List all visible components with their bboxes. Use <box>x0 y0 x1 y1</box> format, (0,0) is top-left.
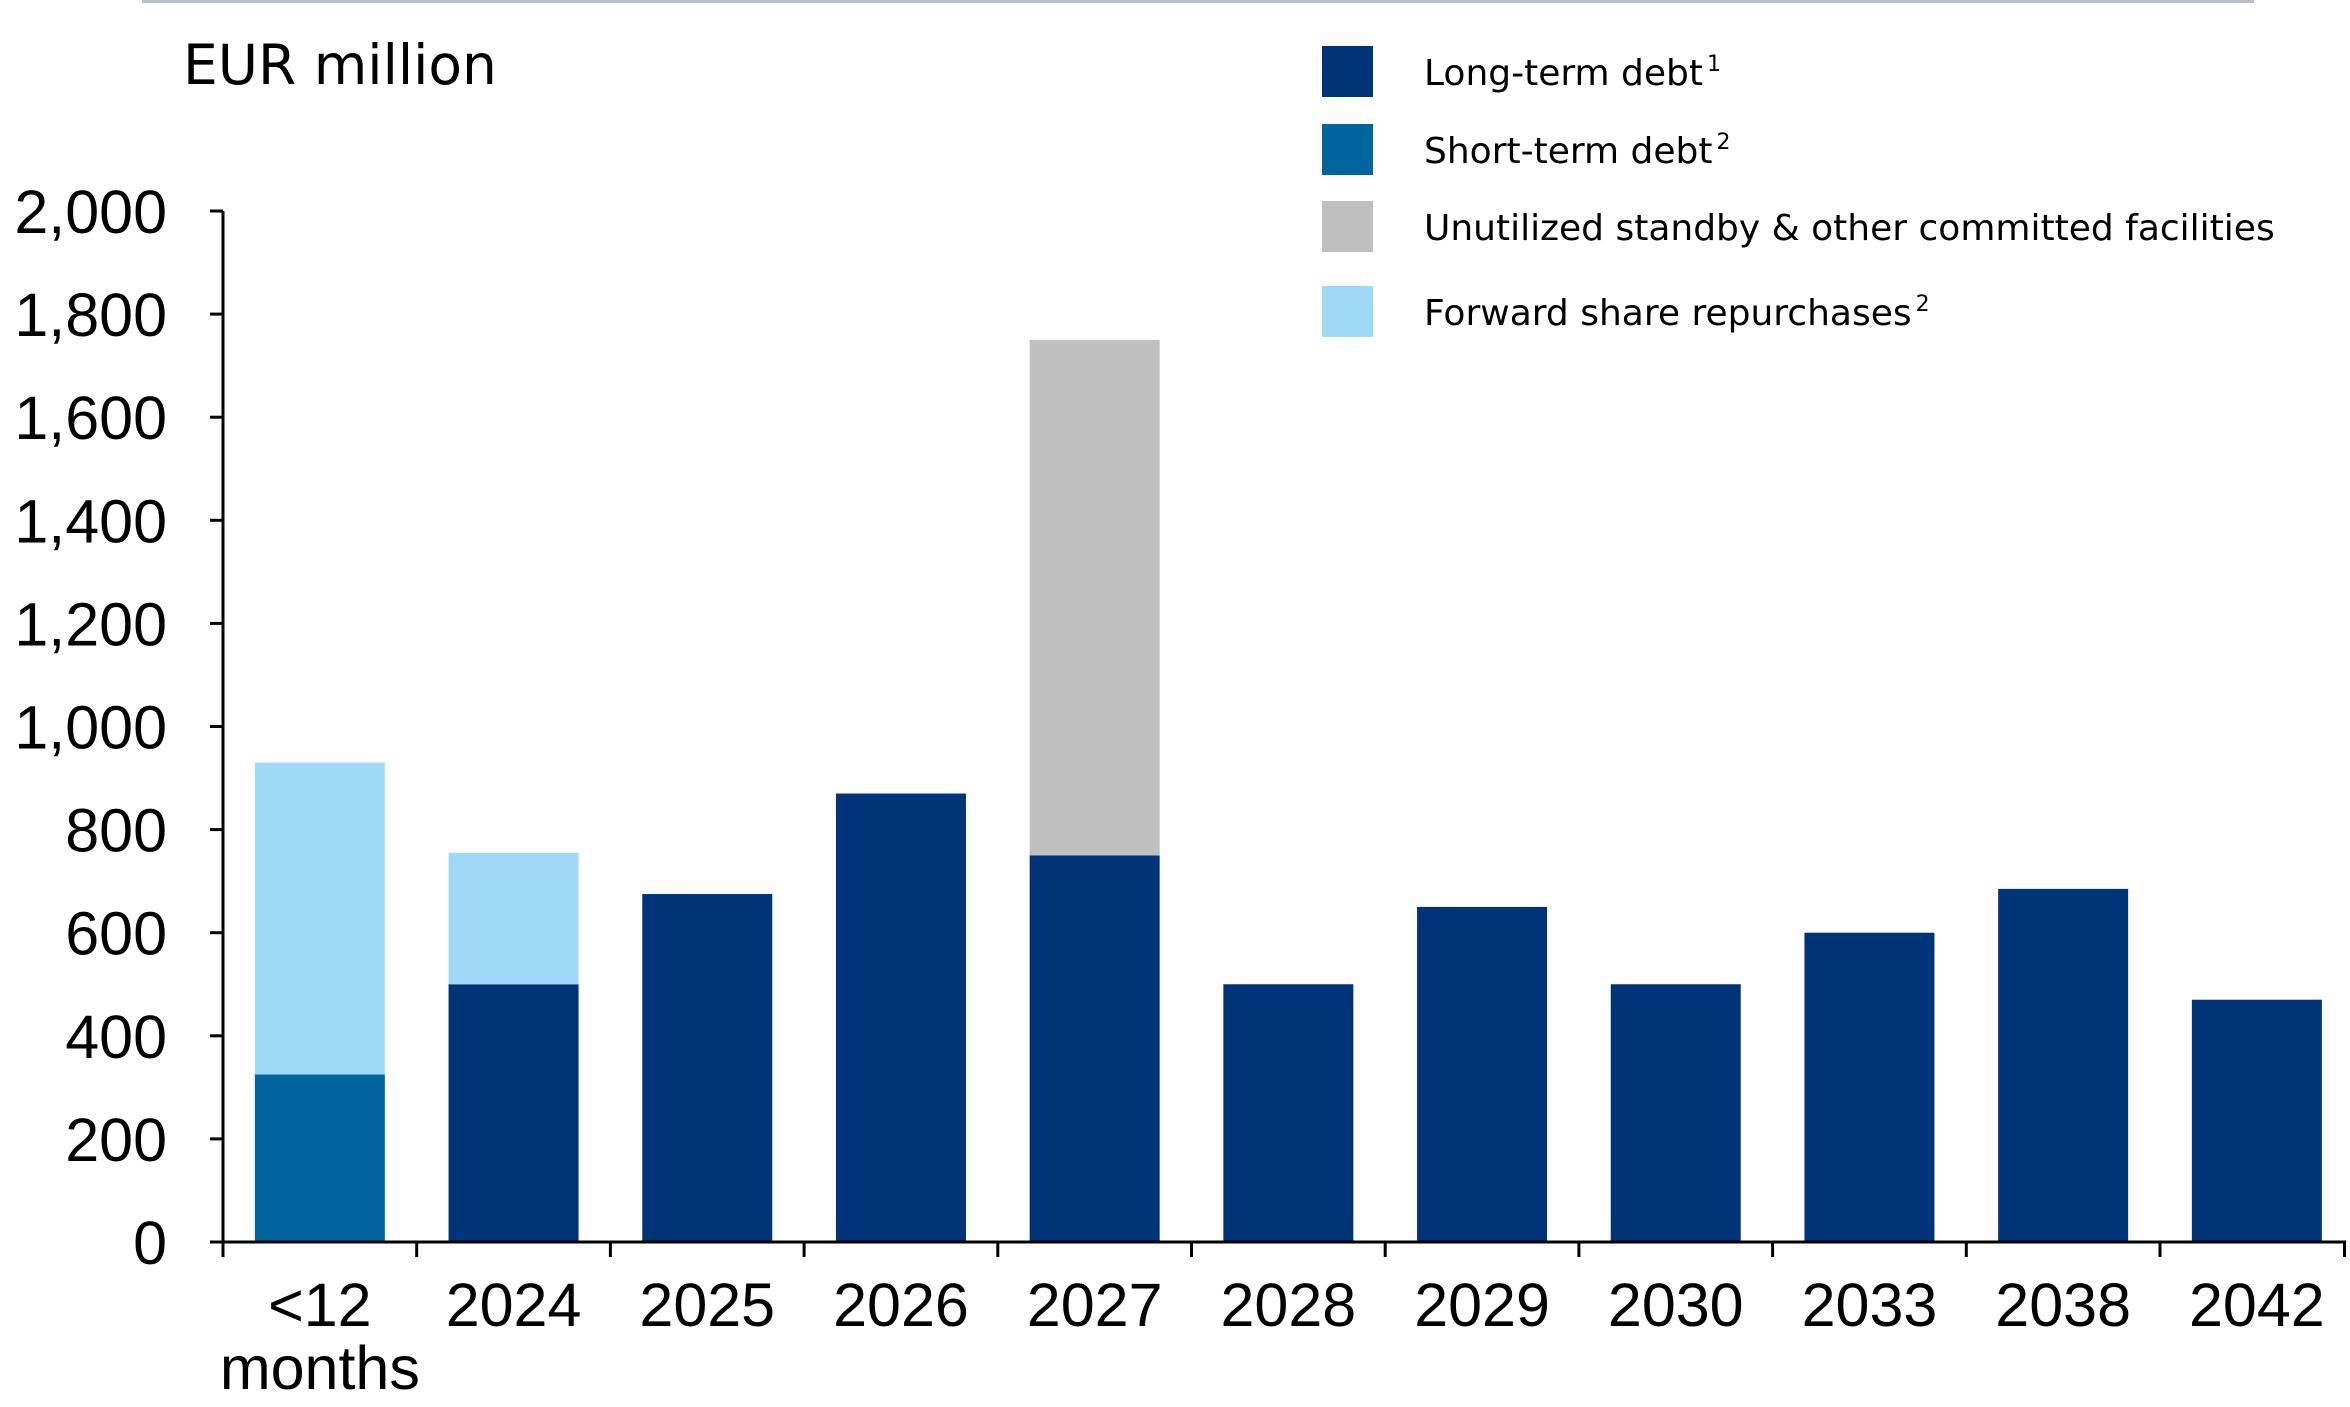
legend-swatch-forward-share-repurchases <box>1322 286 1373 337</box>
y-tick-label: 1,800 <box>14 281 167 349</box>
legend-label-forward-share-repurchases: Forward share repurchases 2 <box>1424 292 1930 334</box>
y-axis: 0 200 400 600 800 1,000 1,200 1,400 1,600 1,800 2,… <box>14 178 225 1277</box>
legend-swatch-long-term-debt <box>1322 46 1373 97</box>
bar-long-term-debt-2042 <box>2191 999 2322 1242</box>
x-tick-label: 2027 <box>1027 1271 1163 1339</box>
unit-label: EUR million <box>183 33 497 97</box>
bar-unutilized-standby-other-committed-facilities-2027 <box>1029 339 1160 856</box>
x-tick-label: 2038 <box>1995 1271 2131 1339</box>
bar-long-term-debt-2026 <box>835 793 966 1242</box>
legend-label-long-term-debt: Long-term debt 1 <box>1424 52 1721 94</box>
x-tick-label: <12 months <box>220 1271 420 1402</box>
bar-short-term-debt-12-months <box>254 1074 385 1242</box>
y-tick-label: 400 <box>65 1003 167 1071</box>
y-tick-label: 1,200 <box>14 590 167 658</box>
bar-long-term-debt-2027 <box>1029 855 1160 1242</box>
bar-forward-share-repurchases-12-months <box>254 762 385 1075</box>
bar-forward-share-repurchases-2024 <box>448 852 579 985</box>
x-tick-label: 2025 <box>639 1271 775 1339</box>
x-tick-label: 2030 <box>1608 1271 1744 1339</box>
x-tick-label: 2029 <box>1414 1271 1550 1339</box>
y-tick-label: 0 <box>133 1209 167 1277</box>
y-tick-label: 200 <box>65 1106 167 1174</box>
y-tick-label: 1,600 <box>14 384 167 452</box>
x-axis: <12 months 2024 2025 2026 2027 2028 2029 2030 203… <box>220 1240 2346 1402</box>
bar-long-term-debt-2024 <box>448 984 579 1242</box>
bar-long-term-debt-2033 <box>1804 932 1935 1242</box>
x-tick-label: 2033 <box>1802 1271 1938 1339</box>
legend-label-short-term-debt: Short-term debt 2 <box>1424 130 1731 172</box>
bars <box>254 339 2322 1242</box>
bar-long-term-debt-2030 <box>1610 984 1741 1242</box>
bar-long-term-debt-2038 <box>1998 888 2129 1242</box>
bar-long-term-debt-2025 <box>642 894 773 1242</box>
x-tick-label: 2024 <box>446 1271 582 1339</box>
x-tick-label: 2026 <box>833 1271 969 1339</box>
bar-long-term-debt-2028 <box>1223 984 1354 1242</box>
y-tick-label: 1,400 <box>14 487 167 555</box>
y-tick-label: 800 <box>65 797 167 865</box>
y-tick-label: 600 <box>65 900 167 968</box>
y-tick-label: 1,000 <box>14 694 167 762</box>
bar-long-term-debt-2029 <box>1417 906 1548 1242</box>
legend-swatch-short-term-debt <box>1322 124 1373 175</box>
legend-swatch-unutilized-standby-other-committed-facilities <box>1322 201 1373 252</box>
x-tick-label: 2042 <box>2189 1271 2325 1339</box>
y-tick-label: 2,000 <box>14 178 167 246</box>
legend-label-unutilized-standby-other-committed-facilities: Unutilized standby & other committed fac… <box>1424 208 2275 249</box>
x-tick-label: 2028 <box>1220 1271 1356 1339</box>
legend: Long-term debt 1 Short-term debt 2 Unutilize… <box>1322 46 2275 337</box>
